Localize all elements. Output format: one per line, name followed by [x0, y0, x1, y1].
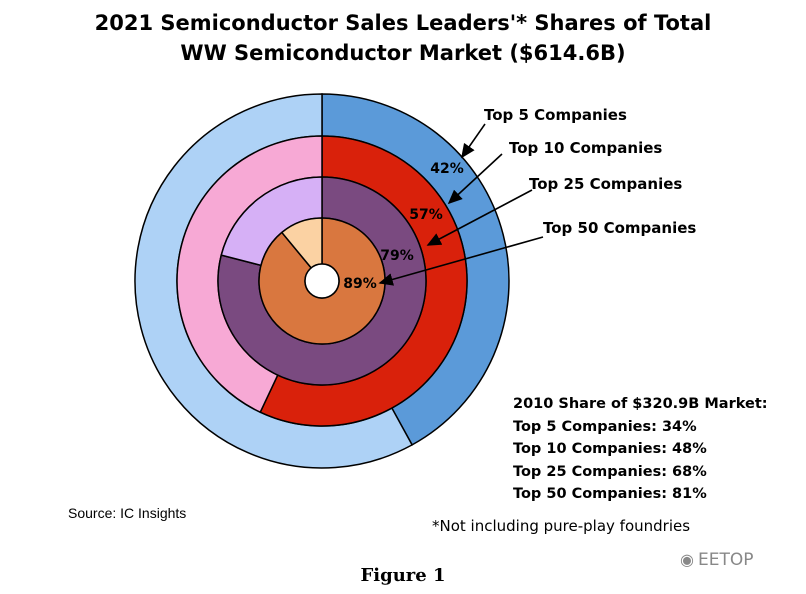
chart-title-line2: WW Semiconductor Market ($614.6B)	[180, 41, 626, 65]
note-2010: 2010 Share of $320.9B Market: Top 5 Comp…	[513, 393, 768, 506]
watermark-text: EETOP	[697, 550, 754, 570]
chart-title: 2021 Semiconductor Sales Leaders'* Share…	[0, 8, 806, 68]
callout-top10: Top 10 Companies	[509, 139, 663, 157]
callout-arrow-4	[378, 236, 544, 286]
callout-arrow-1	[461, 123, 486, 159]
data-label-42pct: 42%	[430, 161, 464, 177]
data-label-89pct: 89%	[343, 276, 377, 292]
data-label-79pct: 79%	[380, 248, 414, 264]
watermark: ◉ EETOP	[680, 550, 753, 570]
callout-arrow-3	[426, 189, 533, 246]
source-note: Source: IC Insights	[68, 505, 187, 521]
callout-top5: Top 5 Companies	[484, 106, 627, 124]
note-2010-heading: 2010 Share of $320.9B Market:	[513, 396, 768, 412]
note-2010-line: Top 5 Companies: 34%	[513, 418, 697, 435]
callout-arrow-2	[447, 153, 503, 205]
callout-top25: Top 25 Companies	[529, 175, 683, 193]
data-label-57pct: 57%	[409, 207, 443, 223]
note-2010-line: Top 50 Companies: 81%	[513, 486, 707, 502]
chart-title-line1: 2021 Semiconductor Sales Leaders'* Share…	[94, 11, 712, 35]
callout-top50: Top 50 Companies	[543, 219, 697, 237]
donut-hole	[304, 263, 340, 299]
note-2010-line: Top 25 Companies: 68%	[513, 463, 707, 480]
footnote: *Not including pure-play foundries	[432, 517, 691, 535]
note-2010-line: Top 10 Companies: 48%	[513, 441, 707, 457]
figure-label: Figure 1	[360, 565, 446, 586]
wechat-icon: ◉	[680, 550, 694, 569]
